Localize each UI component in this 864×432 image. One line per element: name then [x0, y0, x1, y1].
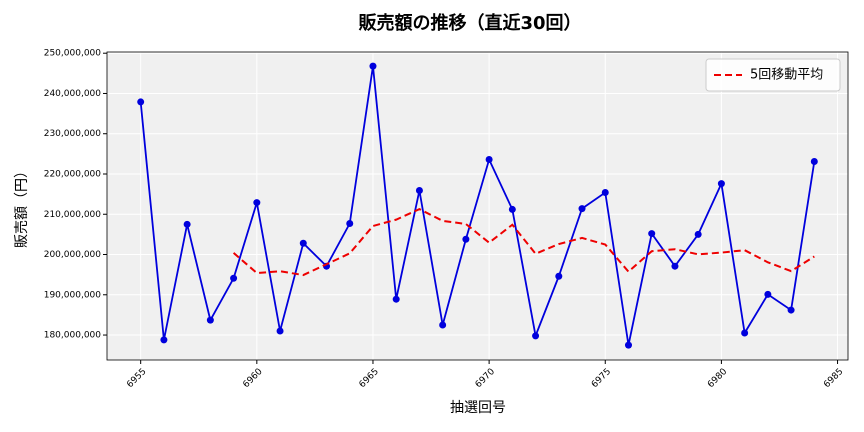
point: [624, 341, 632, 349]
point: [671, 262, 679, 270]
point: [601, 189, 609, 197]
plot-area: [107, 52, 848, 360]
y-tick-label: 200,000,000: [44, 250, 102, 260]
point: [532, 332, 540, 340]
x-tick-label: 6955: [125, 367, 148, 390]
point: [439, 321, 447, 329]
point: [415, 186, 423, 194]
point: [299, 239, 307, 247]
point: [253, 199, 261, 207]
y-tick-label: 190,000,000: [44, 290, 102, 300]
series-line: [139, 65, 816, 346]
point: [392, 295, 400, 303]
point: [230, 274, 238, 282]
x-tick-label: 6960: [241, 367, 264, 390]
plot-frame: [106, 51, 849, 361]
point: [485, 155, 493, 163]
point: [160, 336, 168, 344]
point: [810, 158, 818, 166]
point: [183, 220, 191, 228]
point: [137, 98, 145, 106]
point: [741, 329, 749, 337]
x-tick-label: 6980: [706, 367, 729, 390]
y-tick-label: 250,000,000: [44, 49, 102, 59]
x-tick-label: 6975: [590, 367, 613, 390]
point: [578, 205, 586, 213]
point: [276, 327, 284, 335]
point: [555, 272, 563, 280]
y-tick-label: 210,000,000: [44, 210, 102, 220]
x-axis-label: 抽選回号: [450, 400, 506, 416]
point: [369, 62, 377, 70]
legend-box: [705, 58, 841, 92]
point: [462, 235, 470, 243]
y-axis-label: 販売額（円）: [14, 164, 30, 248]
point: [717, 180, 725, 188]
x-tick-label: 6965: [358, 367, 381, 390]
point: [694, 230, 702, 238]
legend-label: 5回移動平均: [750, 68, 823, 83]
point: [648, 230, 656, 238]
y-tick-label: 180,000,000: [44, 331, 102, 341]
y-tick-label: 220,000,000: [44, 169, 102, 179]
point: [508, 205, 516, 213]
y-tick-label: 240,000,000: [44, 89, 102, 99]
x-tick-label: 6970: [474, 367, 497, 390]
x-tick-label: 6985: [822, 367, 845, 390]
point: [787, 306, 795, 314]
point: [346, 220, 354, 228]
chart-title: 販売額の推移（直近30回）: [358, 12, 581, 34]
series-line: [232, 207, 815, 277]
y-tick-label: 230,000,000: [44, 129, 102, 139]
point: [764, 290, 772, 298]
point: [206, 316, 214, 324]
